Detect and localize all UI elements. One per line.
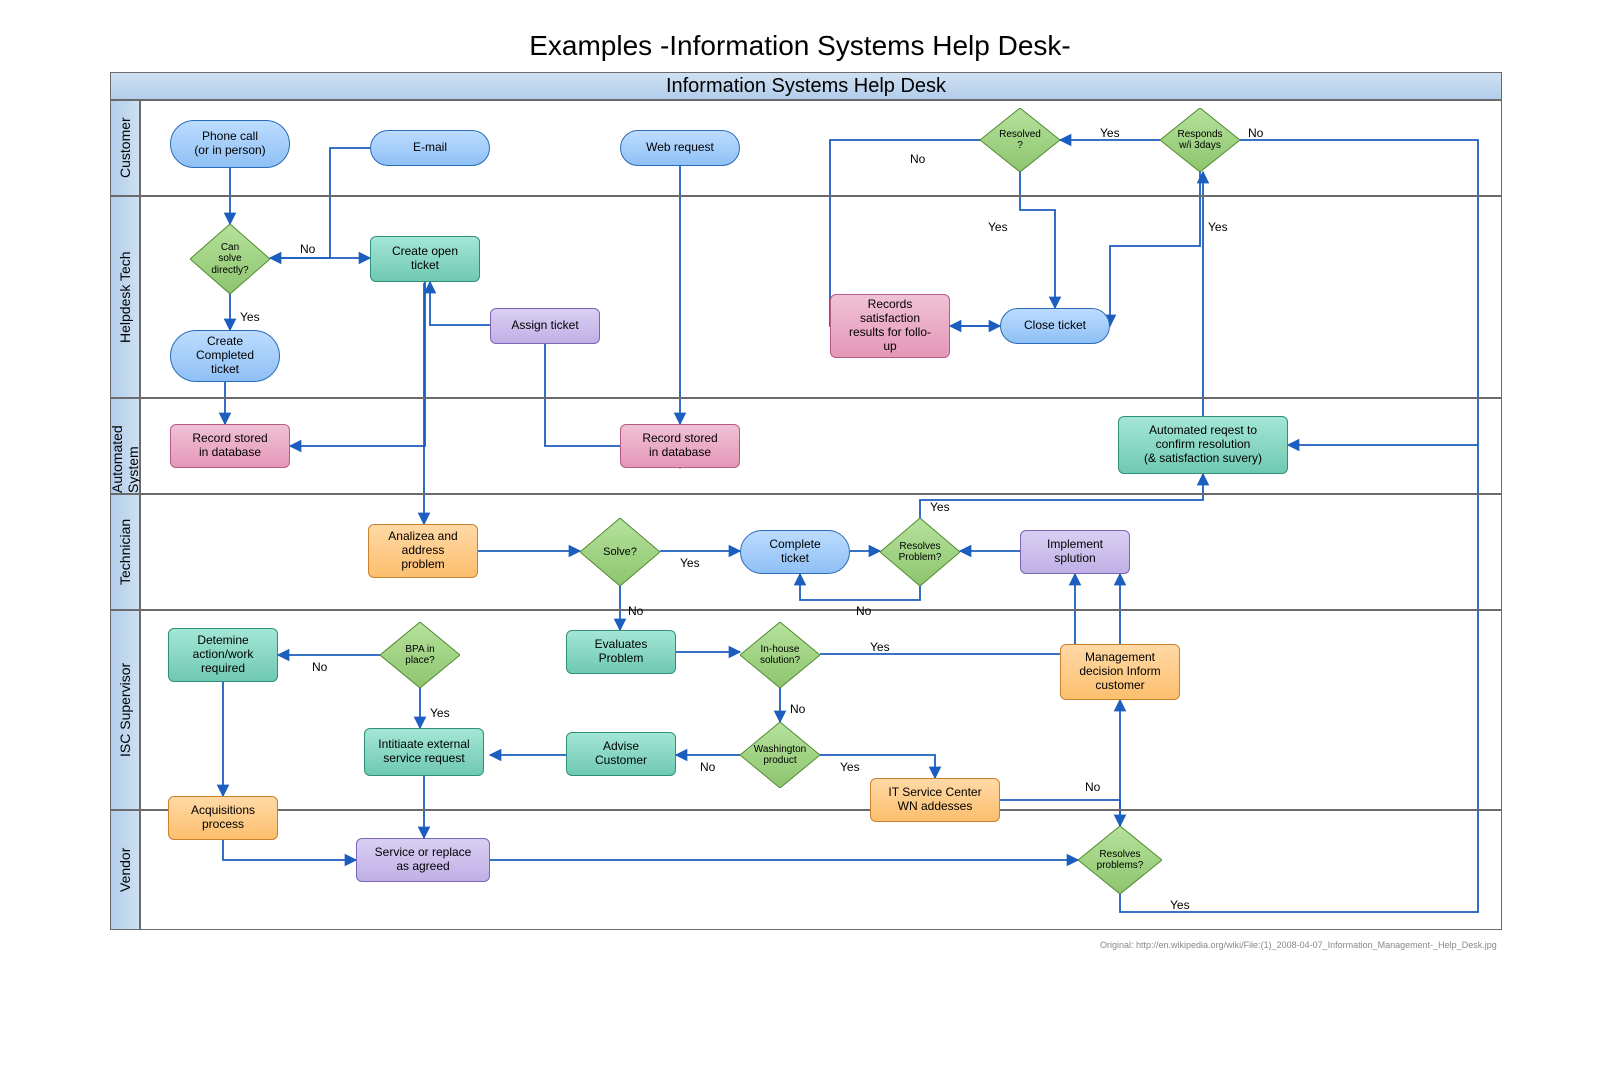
node-label-assign: Assign ticket	[511, 319, 578, 333]
node-label-resolves_prob: Resolves Problem?	[899, 541, 942, 564]
node-label-resolved: Resolved ?	[999, 129, 1041, 152]
node-label-can_solve: Can solve directly?	[211, 242, 248, 277]
lane-body-customer	[140, 100, 1502, 196]
lane-label-technician: Technician	[110, 494, 140, 610]
node-label-solve: Solve?	[603, 546, 637, 559]
node-label-sat_results: Records satisfaction results for follo- …	[849, 298, 931, 353]
edge-label-13: No	[628, 604, 643, 618]
pool-header: Information Systems Help Desk	[110, 72, 1502, 100]
lane-label-supervisor: ISC Supervisor	[110, 610, 140, 810]
node-label-washington: Washington product	[754, 744, 806, 767]
node-label-create_open: Create open ticket	[392, 245, 458, 273]
node-label-phone: Phone call (or in person)	[194, 130, 265, 158]
node-close_ticket: Close ticket	[1000, 308, 1110, 344]
node-solve: Solve?	[580, 518, 660, 586]
edge-label-3: Yes	[240, 310, 260, 324]
node-phone: Phone call (or in person)	[170, 120, 290, 168]
edge-label-19: Yes	[1100, 126, 1120, 140]
node-assign: Assign ticket	[490, 308, 600, 344]
lane-body-vendor	[140, 810, 1502, 930]
edge-label-28: No	[700, 760, 715, 774]
node-determine: Detemine action/work required	[168, 628, 278, 682]
edge-label-30: No	[312, 660, 327, 674]
node-label-bpa: BPA in place?	[405, 644, 434, 667]
node-bpa: BPA in place?	[380, 622, 460, 688]
node-it_center: IT Service Center WN addesses	[870, 778, 1000, 822]
edge-label-22: Yes	[1208, 220, 1228, 234]
node-label-email: E-mail	[413, 141, 447, 155]
node-label-advise: Advise Customer	[595, 740, 647, 768]
edge-label-31: Yes	[430, 706, 450, 720]
lane-body-helpdesk	[140, 196, 1502, 398]
edge-label-12: Yes	[680, 556, 700, 570]
lane-label-automated: Automated System	[110, 398, 140, 494]
node-label-acquisitions: Acquisitions process	[191, 804, 255, 832]
node-label-initiate_ext: Intitiaate external service request	[378, 738, 469, 766]
edge-label-25: Yes	[870, 640, 890, 654]
node-responds: Responds w/i 3days	[1160, 108, 1240, 172]
node-label-responds: Responds w/i 3days	[1177, 129, 1222, 152]
node-label-web: Web request	[646, 141, 714, 155]
footer-credit: Original: http://en.wikipedia.org/wiki/F…	[1100, 940, 1497, 950]
edge-label-21: Yes	[988, 220, 1008, 234]
edge-label-20: No	[910, 152, 925, 166]
node-label-determine: Detemine action/work required	[193, 634, 254, 675]
node-record_db2: Record stored in database	[620, 424, 740, 468]
node-email: E-mail	[370, 130, 490, 166]
lane-body-supervisor	[140, 610, 1502, 810]
node-label-evaluates: Evaluates Problem	[595, 638, 648, 666]
node-resolved: Resolved ?	[980, 108, 1060, 172]
edge-label-37: Yes	[1170, 898, 1190, 912]
page-title: Examples -Information Systems Help Desk-	[0, 30, 1600, 62]
node-label-mgmt: Management decision Inform customer	[1079, 651, 1160, 692]
edge-label-16: Yes	[930, 500, 950, 514]
edge-label-23: No	[1248, 126, 1263, 140]
node-washington: Washington product	[740, 722, 820, 788]
node-web: Web request	[620, 130, 740, 166]
edge-label-2: No	[300, 242, 315, 256]
node-label-create_comp: Create Completed ticket	[196, 335, 254, 376]
node-implement: Implement splution	[1020, 530, 1130, 574]
node-label-record_db1: Record stored in database	[192, 432, 267, 460]
lane-label-helpdesk: Helpdesk Tech	[110, 196, 140, 398]
node-sat_results: Records satisfaction results for follo- …	[830, 294, 950, 358]
node-record_db1: Record stored in database	[170, 424, 290, 468]
node-label-it_center: IT Service Center WN addesses	[888, 786, 981, 814]
node-label-service_replace: Service or replace as agreed	[375, 846, 472, 874]
node-resolves_prob: Resolves Problem?	[880, 518, 960, 586]
node-create_comp: Create Completed ticket	[170, 330, 280, 382]
node-label-implement: Implement splution	[1047, 538, 1103, 566]
lane-body-automated	[140, 398, 1502, 494]
node-label-record_db2: Record stored in database	[642, 432, 717, 460]
node-acquisitions: Acquisitions process	[168, 796, 278, 840]
node-analyze: Analizea and address problem	[368, 524, 478, 578]
node-create_open: Create open ticket	[370, 236, 480, 282]
lane-label-customer: Customer	[110, 100, 140, 196]
node-evaluates: Evaluates Problem	[566, 630, 676, 674]
node-label-analyze: Analizea and address problem	[388, 530, 457, 571]
node-mgmt: Management decision Inform customer	[1060, 644, 1180, 700]
node-resolves2: Resolves problems?	[1078, 826, 1162, 894]
node-label-close_ticket: Close ticket	[1024, 319, 1086, 333]
edge-label-38: No	[1085, 780, 1100, 794]
node-initiate_ext: Intitiaate external service request	[364, 728, 484, 776]
node-auto_request: Automated reqest to confirm resolution (…	[1118, 416, 1288, 474]
node-can_solve: Can solve directly?	[190, 224, 270, 294]
node-label-inhouse: In-house solution?	[760, 644, 800, 667]
lane-label-vendor: Vendor	[110, 810, 140, 930]
node-label-resolves2: Resolves problems?	[1097, 849, 1144, 872]
node-label-auto_request: Automated reqest to confirm resolution (…	[1144, 424, 1262, 465]
edge-label-26: No	[790, 702, 805, 716]
node-inhouse: In-house solution?	[740, 622, 820, 688]
node-service_replace: Service or replace as agreed	[356, 838, 490, 882]
node-advise: Advise Customer	[566, 732, 676, 776]
node-complete: Complete ticket	[740, 530, 850, 574]
edge-label-15: No	[856, 604, 871, 618]
edge-label-27: Yes	[840, 760, 860, 774]
node-label-complete: Complete ticket	[769, 538, 820, 566]
